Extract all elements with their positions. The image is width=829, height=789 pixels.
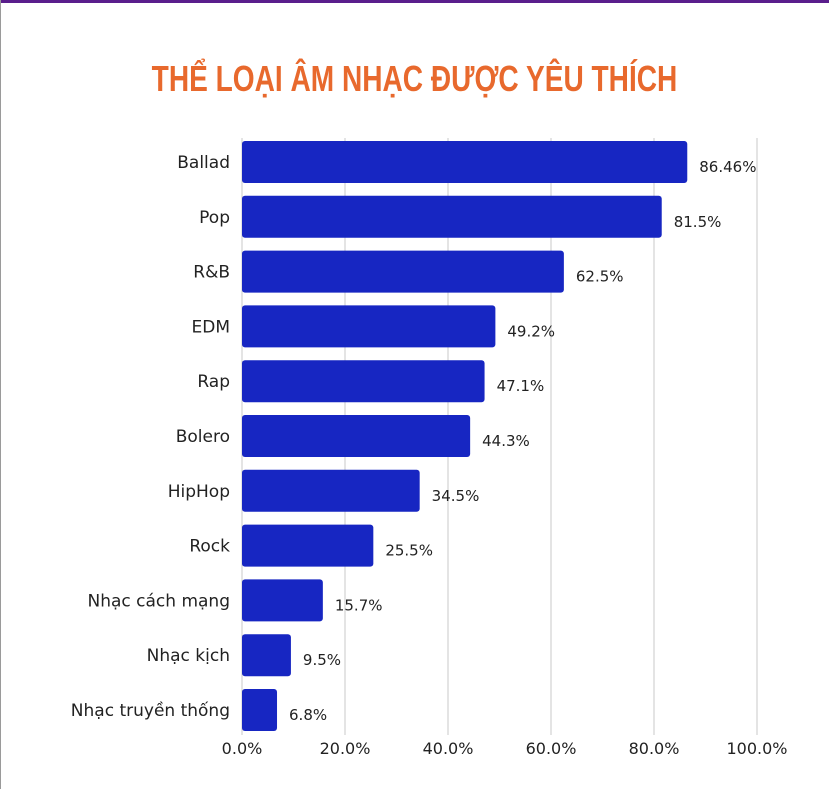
category-label: Nhạc truyền thống (71, 700, 230, 721)
category-label: Bolero (176, 427, 230, 447)
x-tick-label: 80.0% (629, 739, 680, 758)
bar (242, 634, 291, 677)
category-label: Pop (199, 208, 230, 228)
value-label: 47.1% (497, 377, 545, 395)
value-label: 86.46% (699, 158, 756, 176)
category-label: Rap (197, 372, 230, 392)
value-label: 49.2% (507, 322, 555, 340)
bar (242, 250, 564, 293)
category-label: Rock (189, 537, 230, 557)
x-axis-ticks: 0.0% 20.0% 40.0% 60.0% 80.0% 100.0% (222, 739, 788, 758)
bar (242, 415, 471, 457)
value-label: 9.5% (303, 651, 341, 669)
category-label: R&B (193, 263, 230, 283)
category-label: Ballad (177, 153, 230, 173)
category-label: Nhạc cách mạng (88, 591, 231, 611)
x-tick-label: 40.0% (423, 739, 474, 758)
value-label: 25.5% (385, 542, 433, 560)
category-label: Nhạc kịch (147, 646, 230, 666)
bar (242, 469, 420, 512)
chart-title: THỂ LOẠI ÂM NHẠC ĐƯỢC YÊU THÍCH (151, 58, 678, 99)
bar (242, 305, 496, 348)
top-border (0, 0, 829, 3)
value-label: 62.5% (576, 268, 624, 286)
value-label: 34.5% (432, 487, 480, 505)
value-label: 6.8% (289, 706, 327, 724)
bar (242, 689, 278, 731)
bars (242, 141, 688, 731)
category-label: HipHop (168, 482, 230, 502)
bar (242, 195, 662, 238)
value-label: 44.3% (482, 432, 530, 450)
category-labels: Ballad Pop R&B EDM Rap Bolero HipHop Rock Nhạc c… (71, 153, 230, 721)
value-labels: 86.46% 81.5% 62.5% 49.2% 47.1% 44.3% 34.5% 25.5… (289, 158, 756, 724)
bar (242, 524, 374, 567)
bar (242, 141, 688, 183)
category-label: EDM (192, 317, 231, 337)
bar (242, 579, 323, 622)
value-label: 15.7% (335, 596, 383, 614)
x-tick-label: 100.0% (726, 739, 787, 758)
bar (242, 360, 485, 403)
value-label: 81.5% (674, 213, 722, 231)
x-tick-label: 60.0% (526, 739, 577, 758)
left-border (0, 0, 1, 789)
x-tick-label: 0.0% (222, 739, 263, 758)
x-tick-label: 20.0% (320, 739, 371, 758)
